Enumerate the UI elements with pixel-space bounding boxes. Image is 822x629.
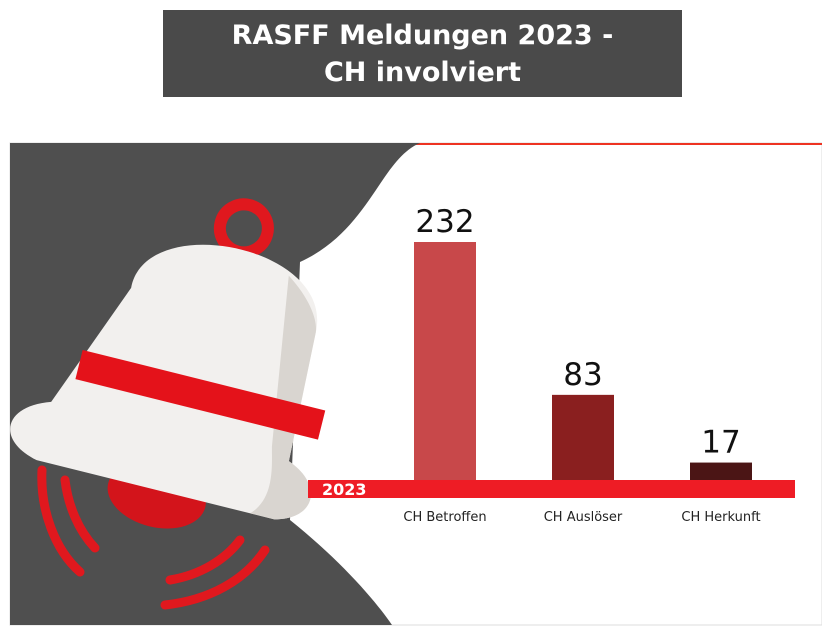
bar (690, 462, 752, 480)
bell (10, 198, 326, 529)
bell-band (75, 349, 326, 440)
illustration (9, 142, 822, 626)
axis-bar (308, 480, 795, 498)
value-label: 17 (701, 425, 740, 461)
bar (552, 394, 614, 480)
value-label: 232 (415, 204, 474, 240)
bell-shade (250, 275, 317, 520)
x-tick-label: CH Auslöser (544, 510, 623, 525)
x-tick-label: CH Herkunft (681, 510, 760, 525)
x-tick-label: CH Betroffen (403, 510, 486, 525)
chart-title: RASFF Meldungen 2023 - CH involviert (163, 10, 682, 97)
sound-waves (37, 465, 270, 610)
bar (414, 242, 476, 480)
axis-label: 2023 (322, 480, 367, 499)
value-label: 83 (563, 357, 602, 393)
